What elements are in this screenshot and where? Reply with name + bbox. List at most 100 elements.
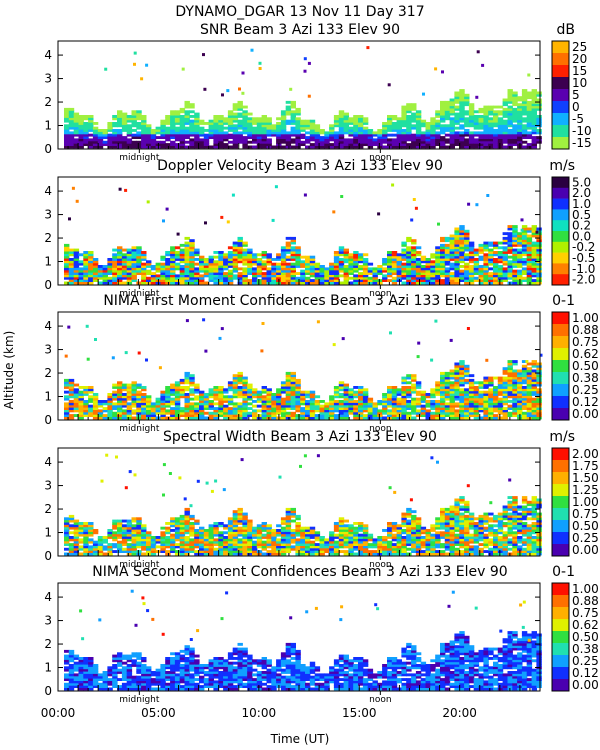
- data-cell: [179, 115, 186, 118]
- data-cell: [107, 400, 113, 403]
- data-cell: [199, 543, 205, 546]
- data-cell: [430, 129, 436, 132]
- data-cell: [348, 117, 354, 121]
- data-cell: [184, 253, 190, 257]
- data-cell: [295, 386, 301, 389]
- data-cell: [468, 381, 475, 385]
- data-cell: [358, 267, 364, 271]
- data-cell: [155, 411, 161, 415]
- data-cell: [536, 364, 542, 368]
- data-cell: [531, 260, 537, 264]
- data-cell: [406, 136, 412, 139]
- data-cell: [526, 390, 533, 394]
- panel-title: Spectral Width Beam 3 Azi 133 Elev 90: [163, 429, 437, 445]
- data-cell: [184, 381, 190, 385]
- data-cell: [131, 110, 137, 114]
- data-cell: [73, 124, 80, 128]
- data-cell: [88, 411, 94, 415]
- data-cell: [435, 265, 441, 268]
- data-cell: [382, 131, 388, 135]
- data-cell: [117, 246, 123, 250]
- data-cell: [333, 414, 340, 417]
- data-cell: [165, 536, 171, 539]
- data-cell: [266, 400, 272, 403]
- data-cell: [391, 414, 398, 417]
- data-cell: [473, 276, 480, 280]
- data-cell: [512, 258, 518, 261]
- data-cell: [165, 262, 171, 266]
- data-cell: [170, 519, 176, 523]
- data-cell: [88, 143, 94, 146]
- data-cell: [391, 143, 398, 146]
- data-cell: [464, 110, 470, 114]
- data-cell: [184, 522, 190, 525]
- data-cell: [411, 407, 417, 410]
- data-cell: [449, 274, 455, 278]
- colorbar-swatch: [552, 198, 569, 210]
- data-cell: [483, 262, 489, 266]
- data-cell: [280, 276, 287, 280]
- data-cell: [454, 232, 460, 236]
- data-cell: [184, 133, 190, 137]
- data-cell: [223, 136, 229, 139]
- data-cell: [64, 381, 70, 385]
- data-cell: [131, 390, 137, 394]
- data-cell: [488, 416, 494, 420]
- data-cell: [411, 251, 417, 254]
- data-cell: [64, 416, 70, 420]
- data-cell: [391, 276, 398, 280]
- data-cell: [473, 110, 480, 114]
- data-cell: [290, 265, 296, 268]
- data-cell: [430, 388, 436, 392]
- data-cell: [88, 258, 94, 261]
- data-cell: [126, 531, 133, 535]
- data-cell: [473, 267, 480, 271]
- data-cell: [189, 253, 195, 257]
- data-cell: [348, 409, 354, 413]
- data-cell: [377, 143, 383, 146]
- data-cell: [252, 258, 258, 261]
- data-cell: [454, 241, 460, 245]
- data-cell: [213, 265, 219, 268]
- data-cell: [145, 358, 148, 362]
- data-cell: [449, 119, 455, 123]
- data-cell: [512, 383, 518, 387]
- data-cell: [285, 122, 292, 125]
- data-cell: [526, 243, 533, 247]
- data-cell: [464, 255, 470, 259]
- data-cell: [141, 140, 147, 144]
- data-cell: [295, 131, 301, 135]
- data-cell: [276, 540, 282, 544]
- data-cell: [526, 236, 533, 240]
- data-cell: [406, 402, 412, 406]
- data-cell: [242, 512, 248, 516]
- data-cell: [391, 265, 398, 268]
- data-cell: [526, 371, 533, 375]
- data-cell: [497, 253, 504, 257]
- data-cell: [309, 402, 316, 406]
- data-cell: [165, 388, 171, 392]
- data-cell: [391, 258, 398, 261]
- data-cell: [493, 124, 499, 128]
- data-cell: [459, 136, 465, 139]
- data-cell: [252, 122, 258, 125]
- data-cell: [179, 269, 186, 273]
- data-cell: [160, 409, 166, 413]
- data-cell: [440, 136, 446, 139]
- data-cell: [203, 269, 210, 273]
- data-cell: [526, 251, 533, 254]
- data-cell: [329, 145, 335, 149]
- data-cell: [189, 140, 195, 144]
- data-cell: [213, 119, 219, 123]
- data-cell: [401, 131, 407, 135]
- data-cell: [242, 386, 248, 389]
- data-cell: [227, 414, 234, 417]
- data-cell: [464, 364, 470, 368]
- data-cell: [343, 145, 349, 149]
- data-cell: [78, 133, 84, 137]
- data-cell: [497, 133, 504, 137]
- data-cell: [146, 143, 152, 146]
- data-cell: [497, 402, 504, 406]
- data-cell: [295, 393, 301, 396]
- data-cell: [420, 400, 427, 403]
